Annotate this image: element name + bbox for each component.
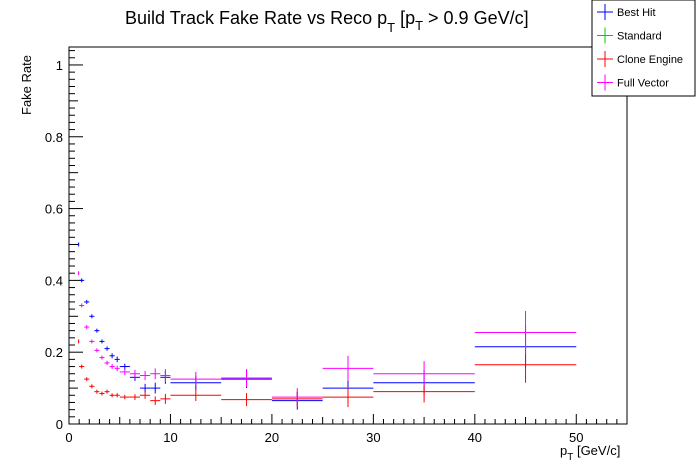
data-point-full-vector	[140, 370, 151, 381]
data-point-full-vector	[78, 271, 80, 276]
legend-label: Best Hit	[617, 7, 656, 19]
x-tick-label: 50	[569, 430, 583, 445]
data-point-full-vector	[221, 369, 272, 388]
data-point-best-hit	[78, 242, 80, 247]
data-point-clone-engine	[170, 389, 222, 402]
x-tick-label: 40	[468, 430, 482, 445]
data-point-full-vector	[109, 364, 115, 370]
data-point-clone-engine	[78, 339, 80, 344]
data-point-clone-engine	[99, 391, 105, 396]
data-point-full-vector	[89, 339, 95, 344]
legend-entry-standard: Standard	[597, 27, 662, 44]
legend-entry-best-hit: Best Hit	[597, 4, 656, 20]
legend-entry-full-vector: Full Vector	[597, 74, 669, 91]
data-point-full-vector	[114, 365, 120, 372]
data-point-clone-engine	[119, 394, 130, 400]
x-tick-label: 20	[265, 430, 279, 445]
data-point-clone-engine	[109, 393, 115, 398]
y-tick-label: 0	[56, 417, 63, 432]
series-clone-engine	[78, 339, 577, 408]
y-tick-label: 0.4	[45, 273, 63, 288]
data-point-full-vector	[271, 388, 323, 407]
data-point-full-vector	[170, 371, 222, 387]
plot-frame	[68, 46, 628, 425]
data-point-full-vector	[322, 355, 374, 381]
legend: Best Hit Standard Clone Engine Full Vector	[591, 0, 696, 97]
data-point-full-vector	[84, 325, 90, 330]
x-tick-label: 10	[163, 430, 177, 445]
y-tick-label: 0.6	[45, 202, 63, 217]
y-axis: 0 0.2 0.4 0.6 0.8 1	[45, 50, 83, 432]
data-point-clone-engine	[89, 384, 95, 389]
data-point-full-vector	[94, 348, 100, 353]
data-point-clone-engine	[140, 391, 151, 399]
legend-label: Standard	[617, 31, 662, 43]
data-point-best-hit	[84, 299, 90, 304]
legend-label: Clone Engine	[617, 54, 683, 66]
data-point-full-vector	[104, 360, 110, 366]
data-point-best-hit	[79, 278, 85, 283]
series-full-vector	[78, 271, 577, 407]
data-point-clone-engine	[79, 364, 85, 369]
data-point-clone-engine	[129, 394, 141, 400]
chart-title: Build Track Fake Rate vs Reco pT [pT > 0…	[125, 8, 529, 35]
data-point-full-vector	[160, 369, 171, 382]
data-point-best-hit	[140, 383, 151, 393]
data-point-full-vector	[99, 355, 105, 360]
data-point-best-hit	[104, 346, 110, 351]
data-point-clone-engine	[114, 393, 120, 398]
data-point-full-vector	[79, 303, 85, 308]
x-axis: 0 10 20 30 40 50	[65, 414, 628, 445]
data-point-best-hit	[94, 328, 100, 333]
series-best-hit	[78, 242, 577, 410]
data-point-clone-engine	[221, 393, 272, 407]
y-axis-label: Fake Rate	[19, 55, 34, 115]
data-point-full-vector	[119, 368, 130, 376]
data-point-best-hit	[109, 353, 115, 359]
data-point-best-hit	[114, 356, 120, 363]
legend-box	[591, 0, 696, 97]
x-tick-label: 30	[366, 430, 380, 445]
data-point-clone-engine	[150, 396, 161, 405]
x-axis-label: pT [GeV/c]	[560, 443, 620, 463]
legend-entry-clone-engine: Clone Engine	[597, 51, 683, 67]
y-tick-label: 1	[56, 58, 63, 73]
plot-area	[78, 242, 577, 410]
data-point-best-hit	[119, 363, 130, 370]
data-point-clone-engine	[84, 377, 90, 382]
data-point-clone-engine	[160, 393, 171, 404]
x-tick-label: 0	[65, 430, 72, 445]
data-point-full-vector	[474, 310, 577, 354]
data-point-best-hit	[89, 314, 95, 319]
y-tick-label: 0.8	[45, 130, 63, 145]
y-tick-label: 0.2	[45, 345, 63, 360]
data-point-clone-engine	[322, 387, 374, 408]
data-point-best-hit	[99, 339, 105, 344]
data-point-full-vector	[150, 368, 161, 380]
data-point-full-vector	[129, 369, 141, 378]
data-point-best-hit	[150, 382, 161, 394]
legend-label: Full Vector	[617, 78, 669, 90]
data-point-clone-engine	[104, 389, 110, 394]
data-point-full-vector	[373, 361, 475, 387]
data-point-clone-engine	[94, 389, 100, 394]
